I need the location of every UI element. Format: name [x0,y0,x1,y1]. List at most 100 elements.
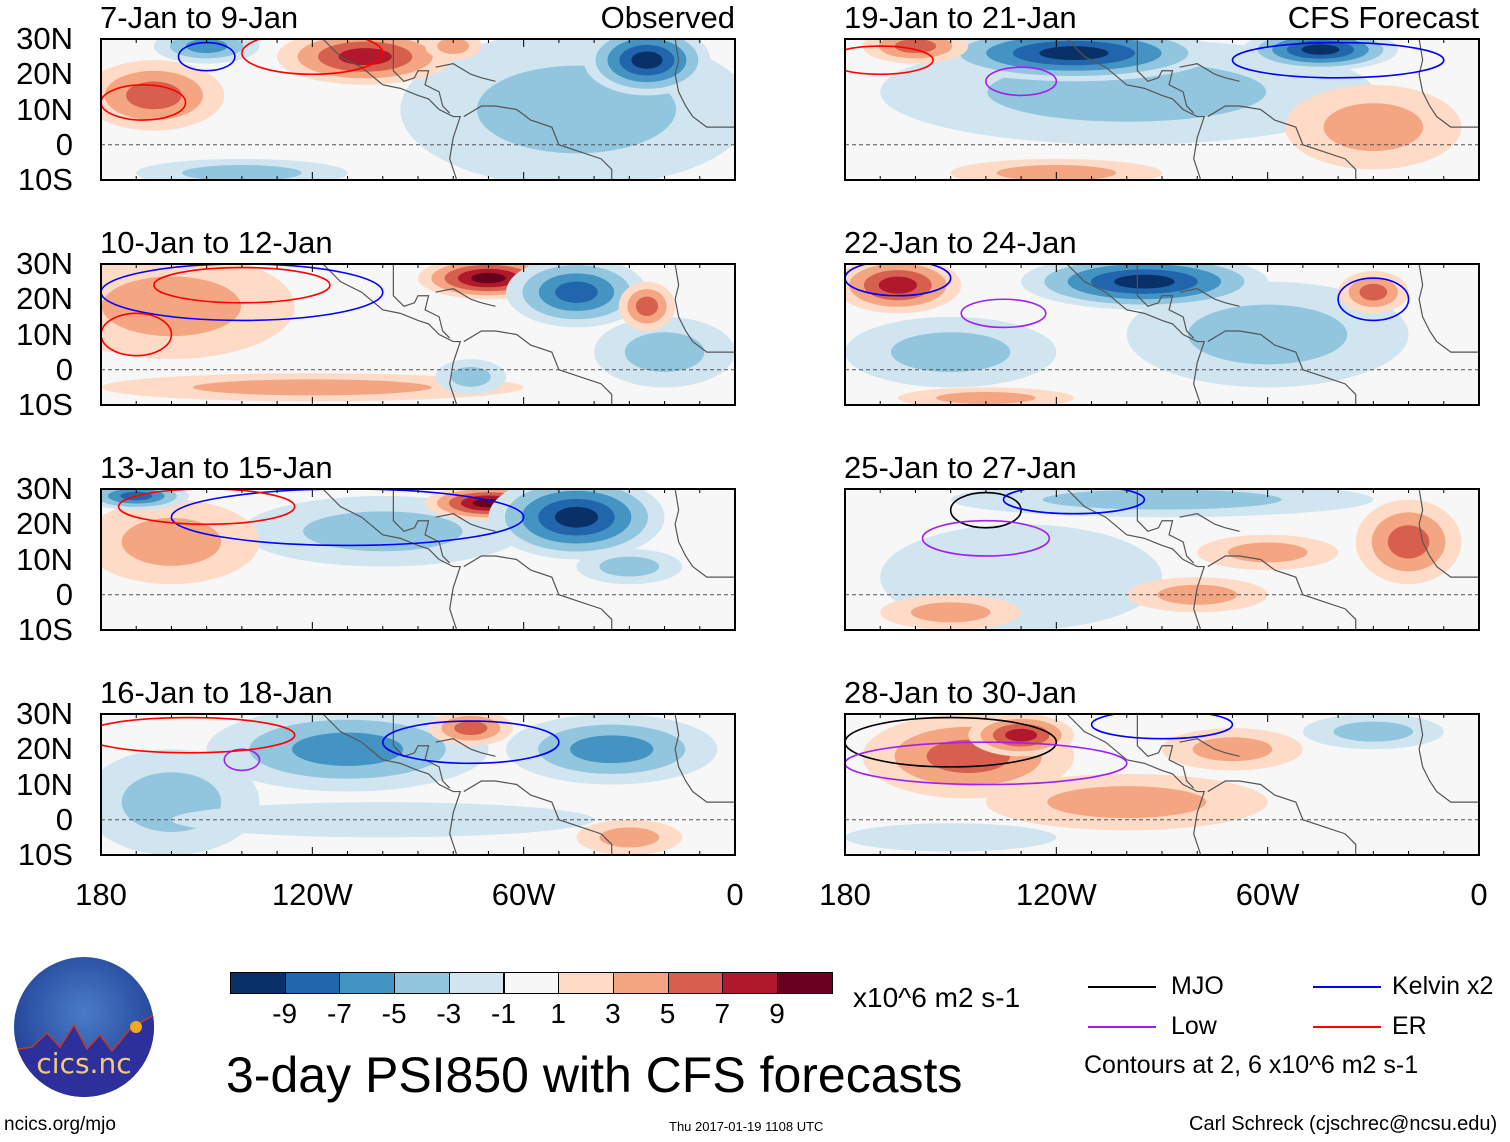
lat-label: 10S [17,387,73,422]
map-canvas [844,488,1480,631]
map-canvas [844,713,1480,856]
lat-label: 30N [16,21,73,56]
colorbar-label: 1 [550,998,566,1029]
anomaly-shading [1114,274,1175,289]
lon-label: 180 [819,877,871,912]
coastline [1066,489,1206,630]
low-contour [845,741,1128,786]
coastline [674,489,735,578]
anomaly-shading [910,602,991,623]
colorbar-swatch [230,972,286,994]
lat-label: 10S [17,612,73,647]
figure-title: 3-day PSI850 with CFS forecasts [226,1047,963,1103]
coastline [322,39,462,180]
colorbar-swatch [448,972,505,994]
lon-label: 60W [491,877,556,912]
panel-title: 19-Jan to 21-Jan [844,0,1077,35]
kelvin-contour [1090,714,1234,740]
source-link[interactable]: ncics.org/mjo [4,1114,116,1135]
anomaly-shading [624,332,705,373]
coastline [435,63,496,82]
colorbar-label: -3 [436,998,462,1029]
anomaly-shading [1042,489,1282,510]
er-contour [241,39,384,76]
colorbar-label: -1 [491,998,516,1029]
colorbar-swatch [558,972,614,994]
colorbar-label: -9 [272,998,298,1029]
anomaly-shading [1192,737,1273,762]
kelvin-contour [1337,277,1410,322]
anomaly-shading [845,823,1057,852]
coastline [463,555,613,630]
coastline [435,738,496,757]
coastline [1179,513,1240,532]
anomaly-shading [570,735,654,764]
anomaly-shading [555,281,598,303]
anomaly-shading [101,276,242,337]
colorbar-swatch [667,972,724,994]
kelvin-contour [101,264,384,322]
coastline [392,264,451,339]
legend-label-er: ER [1392,1012,1427,1040]
anomaly-shading [554,506,599,528]
lat-label: 30N [16,471,73,506]
anomaly-shading [878,276,918,294]
anomaly-shading [599,556,660,577]
anomaly-shading [1301,44,1340,55]
lat-label: 0 [55,351,73,387]
lon-label: 60W [1235,877,1300,912]
coastline [674,264,735,353]
map-canvas [844,38,1480,181]
anomaly-shading [450,366,491,387]
timestamp: Thu 2017-01-19 1108 UTC [669,1119,824,1134]
cics-logo: cics.nc [12,955,157,1100]
coastline [322,714,462,855]
low-contour [223,748,261,772]
anomaly-shading [1039,46,1109,61]
anomaly-shading [292,732,404,766]
coastline [463,330,613,405]
lon-label: 120W [271,877,353,912]
map-canvas [100,488,736,631]
panel-title: 22-Jan to 24-Jan [844,225,1077,260]
legend-note: Contours at 2, 6 x10^6 m2 s-1 [1084,1051,1419,1079]
coastline [1418,714,1479,803]
anomaly-shading [192,379,432,396]
colorbar-swatch [339,972,396,994]
coastline [463,105,613,180]
panel-title: 13-Jan to 15-Jan [100,450,333,485]
legend-line-mjo [1088,986,1156,988]
er-contour [117,489,296,526]
colorbar-label: -5 [381,998,407,1029]
anomaly-shading [1387,525,1430,559]
lat-label: 0 [55,801,73,837]
coastline [1207,330,1357,405]
map-canvas [100,38,736,181]
anomaly-shading [894,39,937,53]
anomaly-shading [471,272,506,284]
anomaly-shading [1188,304,1348,365]
lat-label: 10S [17,837,73,872]
colorbar-swatch [722,972,778,994]
coastline [1207,105,1357,180]
coastline [1136,39,1195,114]
lon-label: 0 [726,877,744,912]
colorbar-label: 9 [769,998,785,1029]
lat-label: 20N [16,506,73,542]
coastline [674,714,735,803]
er-contour [101,84,187,121]
map-canvas [844,263,1480,406]
anomaly-shading [1333,721,1414,742]
coastline [1066,264,1206,405]
coastline [1207,555,1357,630]
anomaly-shading [635,296,659,317]
map-canvas [100,713,736,856]
coastline [322,264,462,405]
coastline [322,489,462,630]
colorbar-label: 5 [659,998,676,1029]
er-contour [845,45,934,76]
anomaly-shading [185,39,228,53]
coastline [392,489,451,564]
lat-label: 30N [16,246,73,281]
